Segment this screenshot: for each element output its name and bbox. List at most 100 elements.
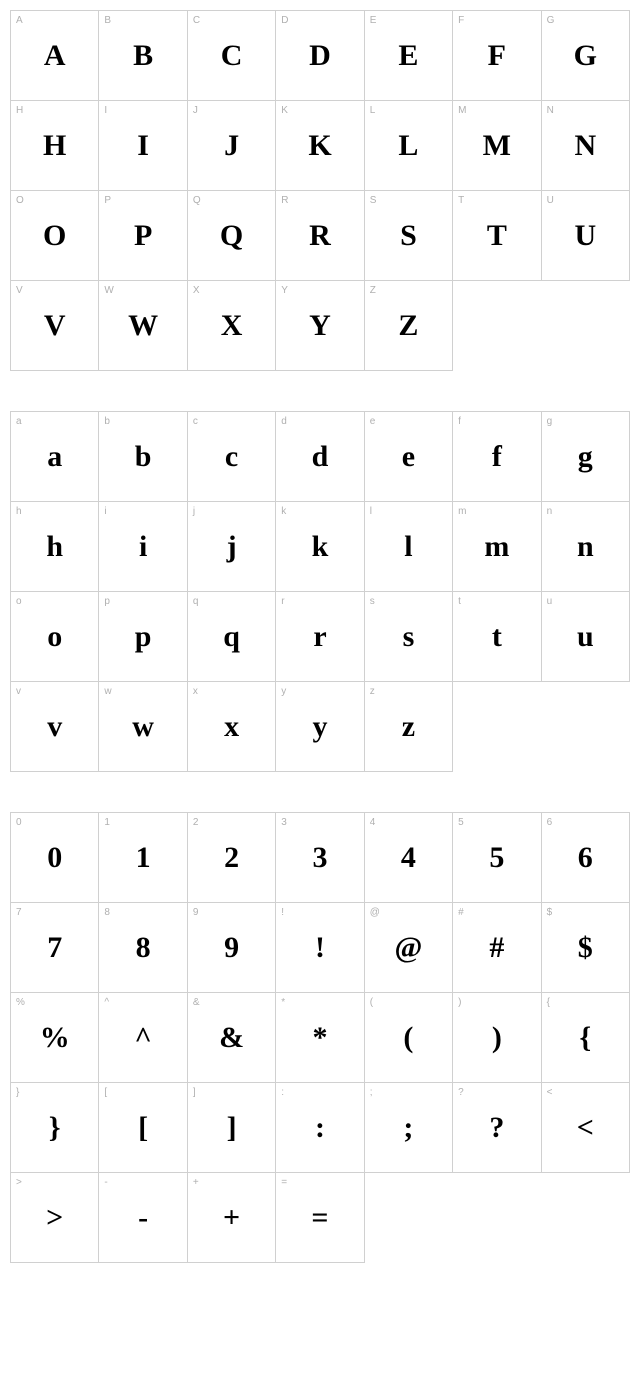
glyph-cell: ZZ bbox=[365, 281, 453, 371]
cell-label: ] bbox=[193, 1087, 196, 1098]
cell-glyph: ! bbox=[315, 933, 325, 963]
glyph-cell: hh bbox=[11, 502, 99, 592]
glyph-cell: -- bbox=[99, 1173, 187, 1263]
glyph-cell: 00 bbox=[11, 813, 99, 903]
glyph-cell: ii bbox=[99, 502, 187, 592]
cell-label: Q bbox=[193, 195, 201, 206]
glyph-cell: JJ bbox=[188, 101, 276, 191]
cell-label: z bbox=[370, 686, 375, 697]
cell-label: 8 bbox=[104, 907, 110, 918]
cell-glyph: a bbox=[47, 442, 62, 472]
cell-label: X bbox=[193, 285, 200, 296]
glyph-cell: pp bbox=[99, 592, 187, 682]
cell-glyph: H bbox=[43, 131, 66, 161]
cell-label: 3 bbox=[281, 817, 287, 828]
cell-label: 1 bbox=[104, 817, 110, 828]
cell-glyph: x bbox=[224, 712, 239, 742]
cell-glyph: - bbox=[138, 1203, 148, 1233]
cell-glyph: h bbox=[46, 532, 63, 562]
section-uppercase: AABBCCDDEEFFGGHHIIJJKKLLMMNNOOPPQQRRSSTT… bbox=[10, 10, 630, 371]
glyph-cell: 99 bbox=[188, 903, 276, 993]
cell-glyph: } bbox=[49, 1113, 61, 1143]
cell-label: f bbox=[458, 416, 461, 427]
cell-label: W bbox=[104, 285, 113, 296]
cell-label: 0 bbox=[16, 817, 22, 828]
glyph-grid: aabbccddeeffgghhiijjkkllmmnnooppqqrrsstt… bbox=[10, 411, 630, 772]
cell-glyph: N bbox=[574, 131, 596, 161]
glyph-cell: OO bbox=[11, 191, 99, 281]
cell-label: n bbox=[547, 506, 553, 517]
glyph-cell: ss bbox=[365, 592, 453, 682]
cell-label: } bbox=[16, 1087, 19, 1098]
cell-label: V bbox=[16, 285, 23, 296]
glyph-cell: @@ bbox=[365, 903, 453, 993]
cell-label: N bbox=[547, 105, 554, 116]
glyph-cell: uu bbox=[542, 592, 630, 682]
cell-label: % bbox=[16, 997, 25, 1008]
cell-label: j bbox=[193, 506, 195, 517]
glyph-cell: YY bbox=[276, 281, 364, 371]
cell-label: G bbox=[547, 15, 555, 26]
cell-label: ^ bbox=[104, 997, 109, 1008]
glyph-cell: MM bbox=[453, 101, 541, 191]
glyph-cell: RR bbox=[276, 191, 364, 281]
cell-label: = bbox=[281, 1177, 287, 1188]
glyph-cell: ^^ bbox=[99, 993, 187, 1083]
cell-glyph: 5 bbox=[489, 843, 504, 873]
glyph-cell: KK bbox=[276, 101, 364, 191]
cell-label: 9 bbox=[193, 907, 199, 918]
empty-cell bbox=[453, 682, 541, 772]
cell-glyph: * bbox=[312, 1023, 327, 1053]
cell-label: b bbox=[104, 416, 110, 427]
cell-label: o bbox=[16, 596, 22, 607]
cell-glyph: L bbox=[398, 131, 418, 161]
cell-glyph: : bbox=[315, 1113, 325, 1143]
cell-label: P bbox=[104, 195, 111, 206]
cell-label: x bbox=[193, 686, 198, 697]
glyph-cell: LL bbox=[365, 101, 453, 191]
cell-label: M bbox=[458, 105, 466, 116]
glyph-cell: 33 bbox=[276, 813, 364, 903]
cell-glyph: z bbox=[402, 712, 415, 742]
glyph-cell: !! bbox=[276, 903, 364, 993]
cell-glyph: 2 bbox=[224, 843, 239, 873]
cell-label: i bbox=[104, 506, 106, 517]
glyph-cell: ?? bbox=[453, 1083, 541, 1173]
glyph-cell: :: bbox=[276, 1083, 364, 1173]
glyph-cell: SS bbox=[365, 191, 453, 281]
glyph-cell: NN bbox=[542, 101, 630, 191]
cell-glyph: m bbox=[484, 532, 509, 562]
cell-label: h bbox=[16, 506, 22, 517]
glyph-cell: WW bbox=[99, 281, 187, 371]
cell-label: & bbox=[193, 997, 200, 1008]
cell-label: d bbox=[281, 416, 287, 427]
cell-glyph: Z bbox=[398, 311, 418, 341]
glyph-cell: == bbox=[276, 1173, 364, 1263]
cell-label: + bbox=[193, 1177, 199, 1188]
cell-glyph: % bbox=[40, 1023, 70, 1053]
cell-label: : bbox=[281, 1087, 284, 1098]
glyph-cell: mm bbox=[453, 502, 541, 592]
cell-glyph: o bbox=[47, 622, 62, 652]
cell-glyph: A bbox=[44, 41, 66, 71]
cell-label: Y bbox=[281, 285, 288, 296]
glyph-cell: 44 bbox=[365, 813, 453, 903]
glyph-cell: yy bbox=[276, 682, 364, 772]
cell-glyph: ; bbox=[403, 1113, 413, 1143]
cell-label: [ bbox=[104, 1087, 107, 1098]
cell-label: @ bbox=[370, 907, 380, 918]
glyph-cell: PP bbox=[99, 191, 187, 281]
cell-glyph: > bbox=[46, 1203, 63, 1233]
glyph-cell: tt bbox=[453, 592, 541, 682]
cell-glyph: # bbox=[489, 933, 504, 963]
glyph-cell: gg bbox=[542, 412, 630, 502]
glyph-cell: ## bbox=[453, 903, 541, 993]
glyph-cell: )) bbox=[453, 993, 541, 1083]
cell-glyph: J bbox=[224, 131, 239, 161]
cell-label: O bbox=[16, 195, 24, 206]
cell-label: C bbox=[193, 15, 200, 26]
cell-glyph: k bbox=[312, 532, 329, 562]
cell-label: > bbox=[16, 1177, 22, 1188]
glyph-cell: kk bbox=[276, 502, 364, 592]
glyph-cell: CC bbox=[188, 11, 276, 101]
